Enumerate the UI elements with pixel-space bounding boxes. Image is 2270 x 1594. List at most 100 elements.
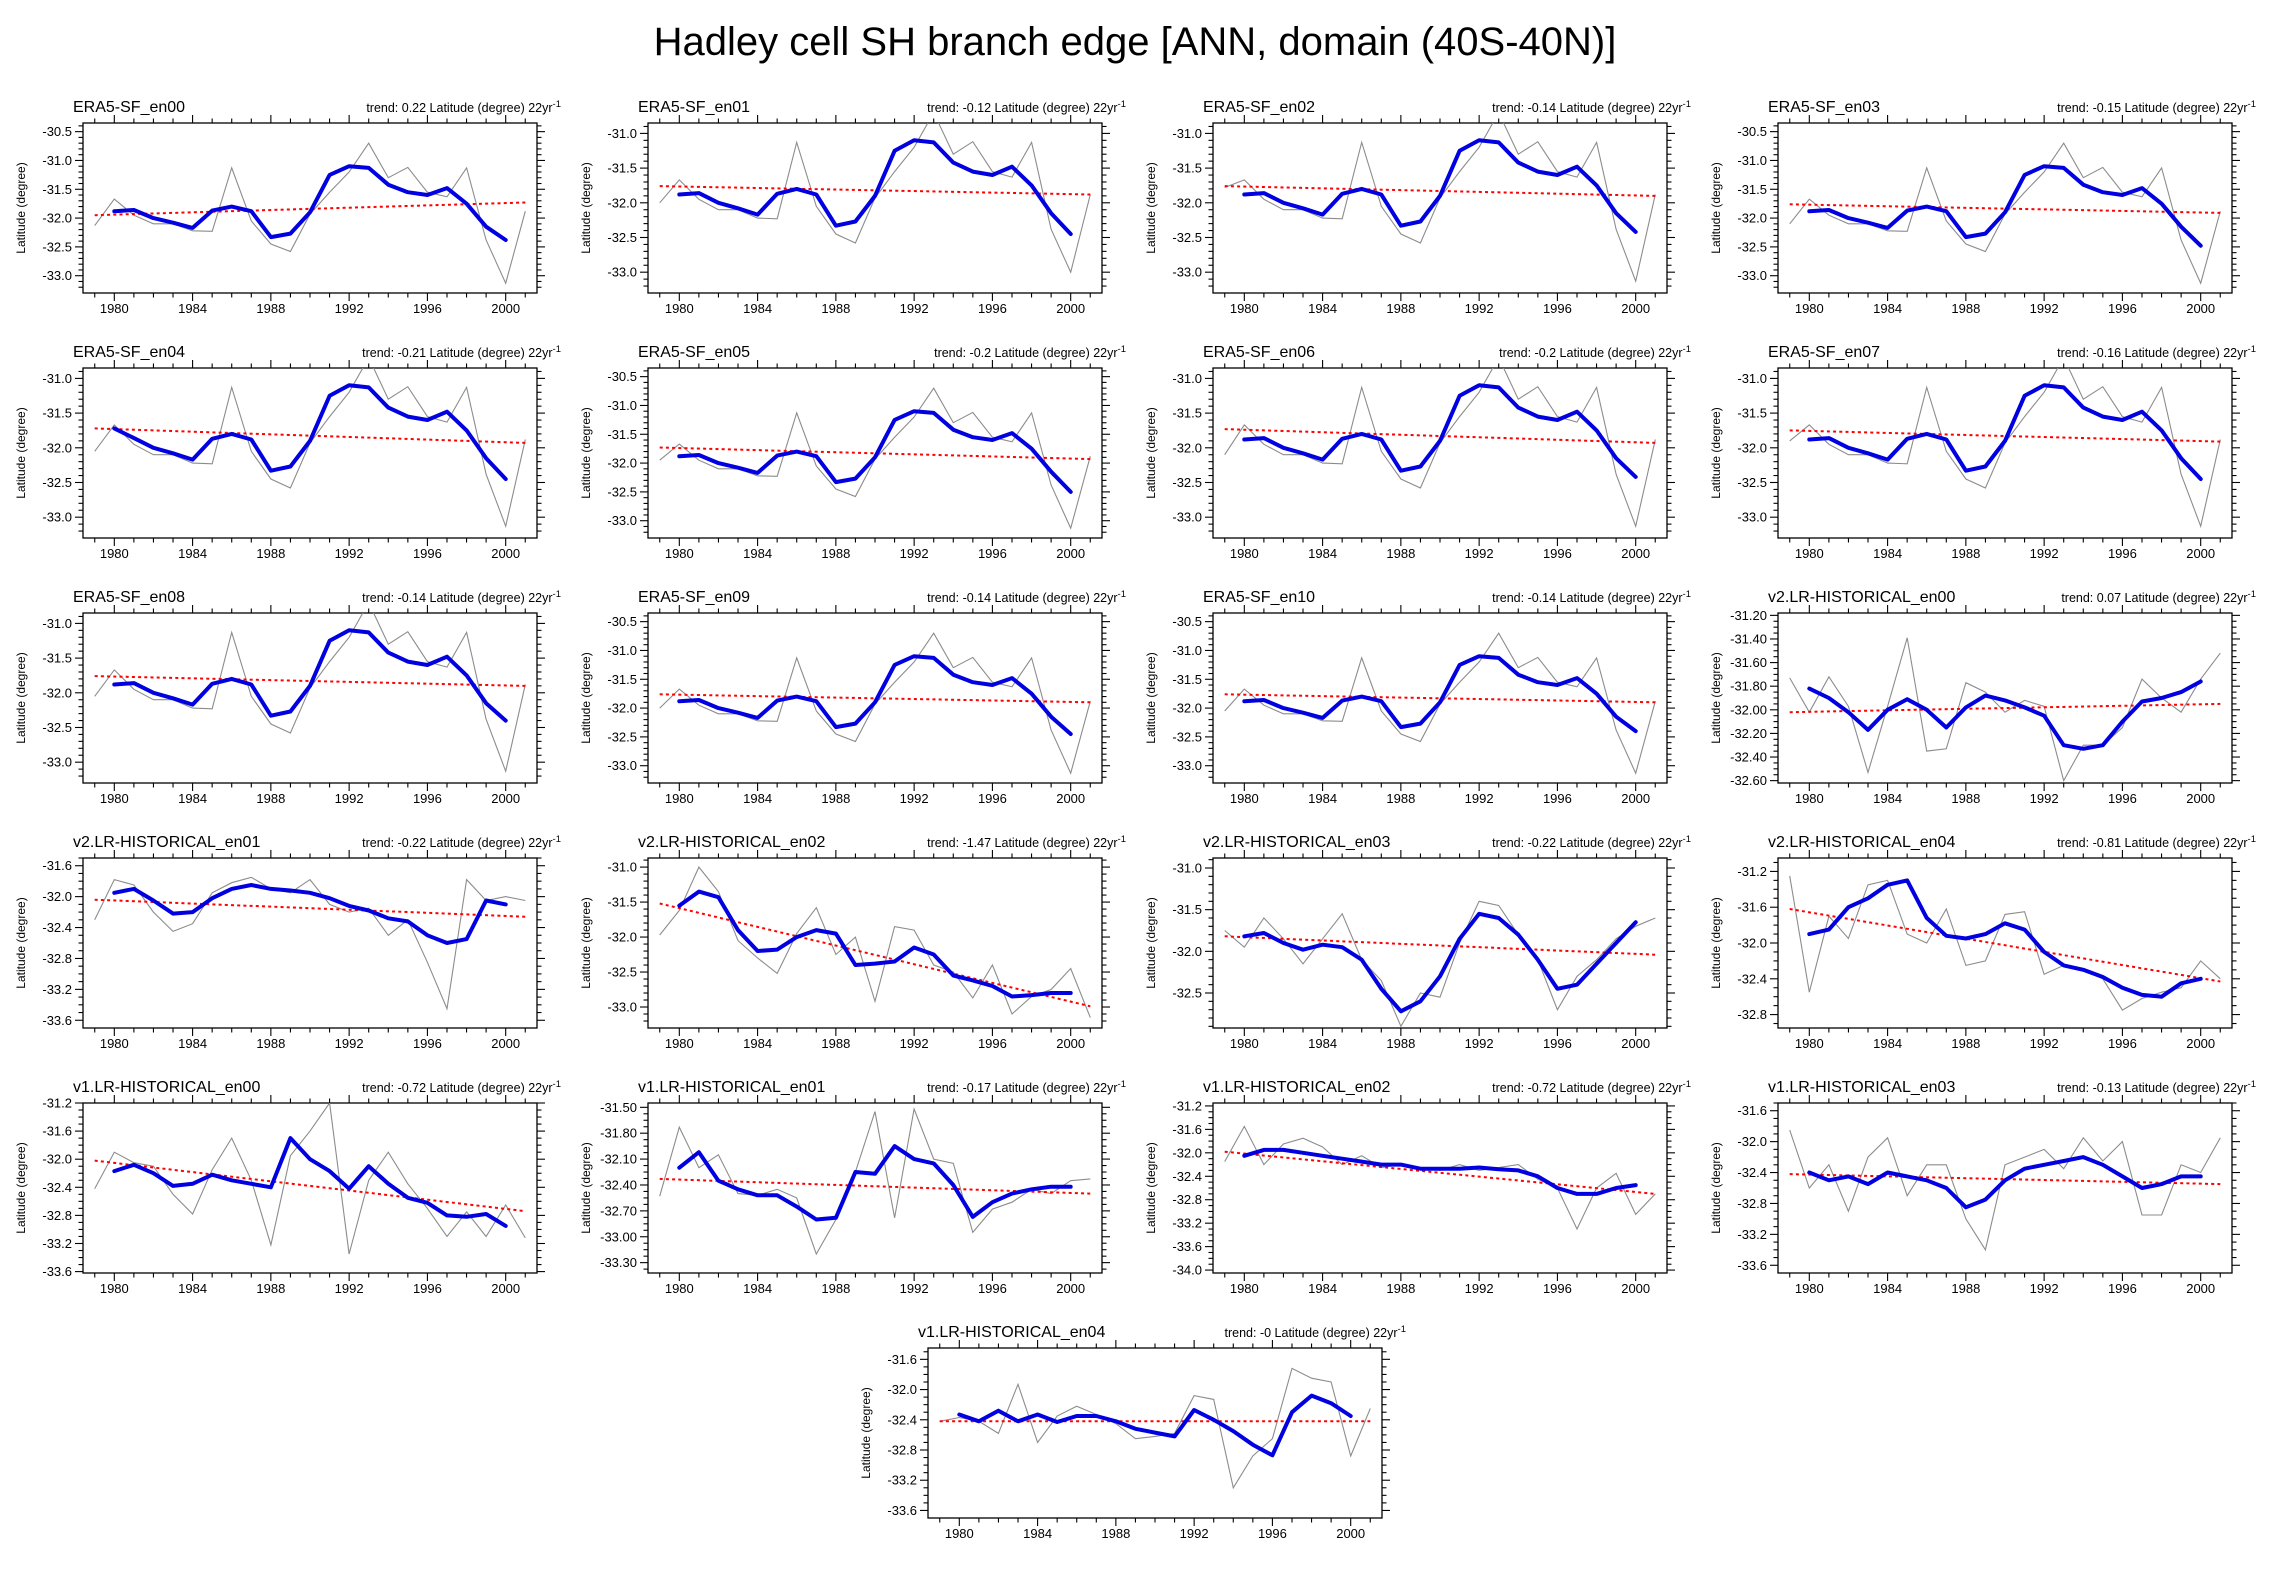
y-tick-label: -31.0 <box>607 643 637 658</box>
x-tick-label: 1980 <box>665 791 694 806</box>
y-tick-label: -32.40 <box>600 1177 637 1192</box>
y-tick-label: -31.80 <box>1730 679 1767 694</box>
y-tick-label: -32.4 <box>42 1180 72 1195</box>
plot-box <box>82 612 538 784</box>
chart-panel-v2-lr-historical-en04: v2.LR-HISTORICAL_en04 trend: -0.81 Latitu… <box>1708 830 2263 1073</box>
x-tick-label: 1996 <box>413 546 442 561</box>
y-tick-label: -33.2 <box>1172 1216 1202 1231</box>
x-ticks <box>94 850 526 1036</box>
x-tick-label: 1992 <box>335 1281 364 1296</box>
x-tick-label: 1980 <box>1795 546 1824 561</box>
y-tick-label: -32.0 <box>607 195 637 210</box>
x-tick-label: 1996 <box>978 1036 1007 1051</box>
y-tick-label: -33.00 <box>600 1229 637 1244</box>
x-tick-label: 1980 <box>100 1036 129 1051</box>
panel-title: ERA5-SF_en10 <box>1203 589 1315 606</box>
x-tick-label: 1988 <box>1386 546 1415 561</box>
y-ticks <box>1770 861 2240 1025</box>
x-tick-label: 1984 <box>178 1036 207 1051</box>
y-tick-label: -31.2 <box>1172 1098 1202 1113</box>
raw-line <box>1789 637 2221 783</box>
panel-svg: v2.LR-HISTORICAL_en00 trend: 0.07 Latitud… <box>1709 589 2256 806</box>
x-tick-label: 1992 <box>900 301 929 316</box>
plot-box <box>647 612 1103 784</box>
y-tick-label: -31.5 <box>1172 406 1202 421</box>
y-tick-label: -31.5 <box>42 406 72 421</box>
panel-row: v1.LR-HISTORICAL_en00 trend: -0.72 Latitu… <box>0 1075 2270 1320</box>
y-tick-label: -32.8 <box>1737 1007 1767 1022</box>
x-tick-label: 1984 <box>1308 546 1337 561</box>
chart-panel-era5-sf-en06: ERA5-SF_en06 trend: -0.2 Latitude (degree… <box>1143 340 1698 583</box>
series-group <box>1224 368 1656 529</box>
y-axis-title: Latitude (degree) <box>1144 1142 1158 1233</box>
y-tick-label: -31.5 <box>1737 406 1767 421</box>
y-axis-title: Latitude (degree) <box>1144 162 1158 253</box>
x-tick-label: 1980 <box>665 1281 694 1296</box>
panel-title: ERA5-SF_en06 <box>1203 344 1315 361</box>
y-axis-title: Latitude (degree) <box>1144 652 1158 743</box>
y-tick-label: -33.0 <box>607 265 637 280</box>
chart-panel-era5-sf-en07: ERA5-SF_en07 trend: -0.16 Latitude (degre… <box>1708 340 2263 583</box>
y-tick-label: -31.2 <box>1737 864 1767 879</box>
y-tick-label: -33.30 <box>600 1255 637 1270</box>
series-group <box>94 142 526 285</box>
chart-panel-era5-sf-en03: ERA5-SF_en03 trend: -0.15 Latitude (degre… <box>1708 95 2263 338</box>
x-tick-label: 1992 <box>2030 1036 2059 1051</box>
x-tick-label: 1992 <box>2030 791 2059 806</box>
x-tick-label: 1980 <box>1230 791 1259 806</box>
y-tick-label: -33.0 <box>1172 265 1202 280</box>
trend-label: trend: -0.2 Latitude (degree) 22yr-1 <box>1499 344 1691 360</box>
panel-svg: ERA5-SF_en07 trend: -0.16 Latitude (degre… <box>1709 344 2256 561</box>
smoothed-line <box>677 889 1073 999</box>
panel-title: ERA5-SF_en02 <box>1203 99 1315 116</box>
x-tick-label: 1988 <box>1951 301 1980 316</box>
y-tick-label: -32.0 <box>887 1382 917 1397</box>
panel-svg: ERA5-SF_en06 trend: -0.2 Latitude (degree… <box>1144 344 1691 561</box>
x-tick-label: 1980 <box>1795 1281 1824 1296</box>
x-ticks <box>659 1095 1091 1281</box>
y-tick-label: -31.20 <box>1730 608 1767 623</box>
panel-svg: ERA5-SF_en00 trend: 0.22 Latitude (degree… <box>14 99 561 316</box>
panel-title: v2.LR-HISTORICAL_en04 <box>1768 834 1955 851</box>
x-ticks <box>94 1095 526 1281</box>
x-tick-label: 1996 <box>1543 301 1572 316</box>
panel-svg: v2.LR-HISTORICAL_en04 trend: -0.81 Latitu… <box>1709 834 2256 1051</box>
x-tick-label: 2000 <box>2186 301 2215 316</box>
y-tick-label: -32.5 <box>607 230 637 245</box>
smoothed-line <box>112 883 508 945</box>
y-tick-label: -32.4 <box>1172 1169 1202 1184</box>
y-tick-label: -31.6 <box>42 858 72 873</box>
x-tick-label: 1996 <box>978 546 1007 561</box>
x-tick-label: 1992 <box>900 546 929 561</box>
y-tick-label: -32.0 <box>1172 701 1202 716</box>
trend-line <box>1224 1150 1656 1195</box>
smoothed-line <box>677 654 1073 736</box>
y-axis-title: Latitude (degree) <box>1709 162 1723 253</box>
chart-panel-v2-lr-historical-en01: v2.LR-HISTORICAL_en01 trend: -0.22 Latitu… <box>13 830 568 1073</box>
panel-svg: ERA5-SF_en03 trend: -0.15 Latitude (degre… <box>1709 99 2256 316</box>
x-tick-label: 2000 <box>2186 546 2215 561</box>
y-axis-title: Latitude (degree) <box>1709 1142 1723 1233</box>
series-group <box>659 866 1091 1018</box>
panel-svg: v1.LR-HISTORICAL_en01 trend: -0.17 Latitu… <box>579 1079 1126 1296</box>
x-tick-label: 1988 <box>1386 1281 1415 1296</box>
y-axis-title: Latitude (degree) <box>14 407 28 498</box>
y-tick-label: -31.0 <box>1172 643 1202 658</box>
series-group <box>1789 142 2221 285</box>
y-tick-label: -33.6 <box>42 1013 72 1028</box>
y-tick-label: -31.5 <box>607 672 637 687</box>
y-ticks <box>1770 370 2240 532</box>
panel-svg: ERA5-SF_en05 trend: -0.2 Latitude (degree… <box>579 344 1126 561</box>
x-ticks <box>1789 605 2221 791</box>
y-tick-label: -32.5 <box>42 239 72 254</box>
y-ticks <box>75 125 545 288</box>
y-axis-title: Latitude (degree) <box>1709 407 1723 498</box>
x-tick-label: 1984 <box>1873 301 1902 316</box>
x-ticks <box>1789 1095 2221 1281</box>
x-tick-label: 1992 <box>335 1036 364 1051</box>
y-tick-label: -32.8 <box>1737 1196 1767 1211</box>
y-ticks <box>75 370 545 532</box>
x-tick-label: 1988 <box>1101 1526 1130 1541</box>
series-group <box>94 368 526 529</box>
x-tick-label: 1980 <box>1230 1281 1259 1296</box>
